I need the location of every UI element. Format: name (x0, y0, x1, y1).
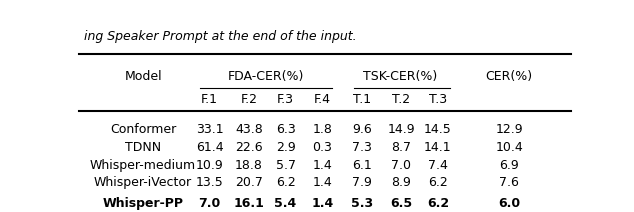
Text: 5.7: 5.7 (276, 159, 295, 172)
Text: ing Speaker Prompt at the end of the input.: ing Speaker Prompt at the end of the inp… (84, 30, 357, 43)
Text: 6.2: 6.2 (427, 197, 449, 210)
Text: 7.9: 7.9 (352, 176, 372, 190)
Text: 7.0: 7.0 (198, 197, 221, 210)
Text: 14.9: 14.9 (387, 123, 415, 136)
Text: 8.7: 8.7 (391, 141, 411, 153)
Text: 6.5: 6.5 (390, 197, 412, 210)
Text: 5.4: 5.4 (275, 197, 297, 210)
Text: 7.0: 7.0 (391, 159, 411, 172)
Text: 13.5: 13.5 (195, 176, 223, 190)
Text: 5.3: 5.3 (351, 197, 373, 210)
Text: 10.9: 10.9 (195, 159, 223, 172)
Text: T.3: T.3 (429, 93, 447, 106)
Text: Whisper-PP: Whisper-PP (103, 197, 184, 210)
Text: 10.4: 10.4 (495, 141, 523, 153)
Text: F.3: F.3 (277, 93, 294, 106)
Text: 9.6: 9.6 (352, 123, 372, 136)
Text: F.2: F.2 (240, 93, 257, 106)
Text: 6.1: 6.1 (352, 159, 372, 172)
Text: 1.4: 1.4 (313, 159, 332, 172)
Text: 43.8: 43.8 (235, 123, 262, 136)
Text: 16.1: 16.1 (233, 197, 264, 210)
Text: 2.9: 2.9 (276, 141, 295, 153)
Text: 1.4: 1.4 (313, 176, 332, 190)
Text: 14.5: 14.5 (424, 123, 452, 136)
Text: 1.8: 1.8 (313, 123, 332, 136)
Text: 6.0: 6.0 (498, 197, 521, 210)
Text: 6.2: 6.2 (276, 176, 295, 190)
Text: Conformer: Conformer (110, 123, 176, 136)
Text: T.1: T.1 (353, 93, 371, 106)
Text: 8.9: 8.9 (391, 176, 411, 190)
Text: 7.3: 7.3 (352, 141, 372, 153)
Text: F.1: F.1 (201, 93, 218, 106)
Text: 6.3: 6.3 (276, 123, 295, 136)
Text: Whisper-medium: Whisper-medium (90, 159, 196, 172)
Text: Whisper-iVector: Whisper-iVector (94, 176, 192, 190)
Text: F.4: F.4 (314, 93, 331, 106)
Text: 14.1: 14.1 (424, 141, 452, 153)
Text: Model: Model (124, 70, 162, 83)
Text: TSK-CER(%): TSK-CER(%) (363, 70, 437, 83)
Text: FDA-CER(%): FDA-CER(%) (228, 70, 304, 83)
Text: 1.4: 1.4 (311, 197, 333, 210)
Text: 22.6: 22.6 (235, 141, 262, 153)
Text: 6.9: 6.9 (500, 159, 519, 172)
Text: 7.4: 7.4 (428, 159, 448, 172)
Text: 0.3: 0.3 (313, 141, 332, 153)
Text: T.2: T.2 (392, 93, 410, 106)
Text: 7.6: 7.6 (499, 176, 519, 190)
Text: CER(%): CER(%) (486, 70, 533, 83)
Text: TDNN: TDNN (125, 141, 161, 153)
Text: 61.4: 61.4 (196, 141, 223, 153)
Text: 6.2: 6.2 (428, 176, 448, 190)
Text: 33.1: 33.1 (196, 123, 223, 136)
Text: 12.9: 12.9 (495, 123, 523, 136)
Text: 20.7: 20.7 (235, 176, 262, 190)
Text: 18.8: 18.8 (235, 159, 262, 172)
